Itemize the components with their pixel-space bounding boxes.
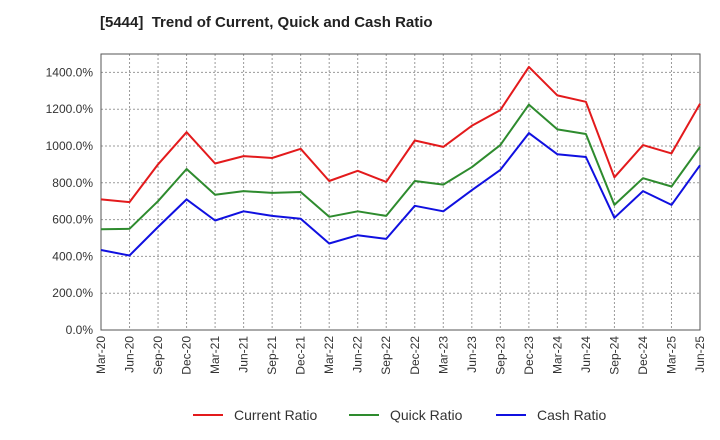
x-tick-label: Dec-20 [180, 336, 194, 375]
series-lines [100, 65, 701, 257]
legend-label: Current Ratio [234, 407, 317, 423]
legend: Current Ratio Quick Ratio Cash Ratio [193, 407, 606, 423]
x-tick-label: Dec-22 [408, 336, 422, 375]
x-tick-label: Jun-21 [237, 336, 251, 373]
x-tick-label: Sep-24 [607, 336, 621, 375]
x-tick-label: Dec-24 [636, 336, 650, 375]
y-tick-label: 1400.0% [46, 65, 94, 79]
y-tick-label: 400.0% [52, 249, 93, 263]
y-tick-label: 1000.0% [46, 139, 94, 153]
series-line-quick-ratio [100, 103, 701, 231]
x-tick-label: Mar-22 [322, 336, 336, 374]
y-tick-label: 1200.0% [46, 102, 94, 116]
x-tick-label: Sep-21 [265, 336, 279, 375]
x-tick-label: Jun-22 [351, 336, 365, 373]
x-tick-label: Jun-23 [465, 336, 479, 373]
y-tick-label: 200.0% [52, 286, 93, 300]
series-line-cash-ratio [100, 132, 701, 257]
gridlines [101, 54, 700, 330]
x-tick-label: Sep-22 [379, 336, 393, 375]
plot-frame [100, 53, 701, 331]
x-tick-label: Jun-24 [579, 336, 593, 373]
y-tick-label: 600.0% [52, 213, 93, 227]
y-tick-label: 800.0% [52, 176, 93, 190]
x-tick-label: Mar-25 [664, 336, 678, 374]
x-tick-label: Jun-25 [693, 336, 707, 373]
legend-label: Quick Ratio [390, 407, 463, 423]
series-line-current-ratio [100, 65, 701, 204]
x-tick-label: Mar-21 [208, 336, 222, 374]
x-tick-label: Jun-20 [123, 336, 137, 373]
axes: 0.0% 200.0% 400.0% 600.0% 800.0% 1000.0% 1200.… [46, 53, 707, 375]
x-tick-label: Sep-23 [493, 336, 507, 375]
chart-title: [5444] Trend of Current, Quick and Cash … [100, 14, 433, 31]
legend-label: Cash Ratio [537, 407, 606, 423]
x-tick-label: Dec-21 [294, 336, 308, 375]
y-tick-label: 0.0% [66, 323, 94, 337]
x-tick-label: Dec-23 [522, 336, 536, 375]
x-tick-label: Mar-23 [436, 336, 450, 374]
x-tick-label: Mar-24 [550, 336, 564, 374]
x-tick-label: Mar-20 [94, 336, 108, 374]
x-tick-label: Sep-20 [151, 336, 165, 375]
